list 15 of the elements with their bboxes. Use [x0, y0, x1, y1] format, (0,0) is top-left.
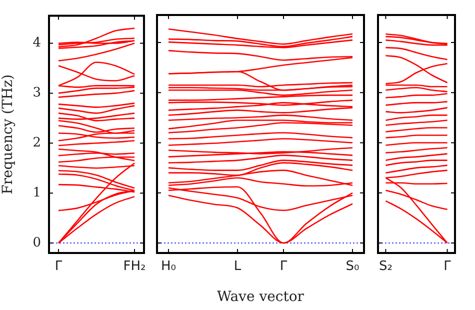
x-tick-label: FH₂ — [123, 259, 146, 274]
x-tick-label: L — [234, 259, 242, 274]
x-axis-title: Wave vector — [217, 289, 304, 306]
y-tick-label: 2 — [32, 136, 41, 151]
y-tick-label: 1 — [32, 185, 41, 200]
y-tick-label: 0 — [32, 235, 41, 250]
x-tick-label: Γ — [280, 259, 288, 274]
y-tick-label: 4 — [32, 36, 41, 51]
x-tick-label: S₂ — [378, 259, 392, 274]
y-axis-title: Frequency (THz) — [0, 74, 16, 194]
x-tick-label: S₀ — [346, 259, 360, 274]
x-tick-label: Γ — [444, 259, 452, 274]
y-tick-label: 3 — [32, 86, 41, 101]
x-tick-label: H₀ — [161, 259, 176, 274]
x-tick-label: Γ — [54, 259, 63, 274]
